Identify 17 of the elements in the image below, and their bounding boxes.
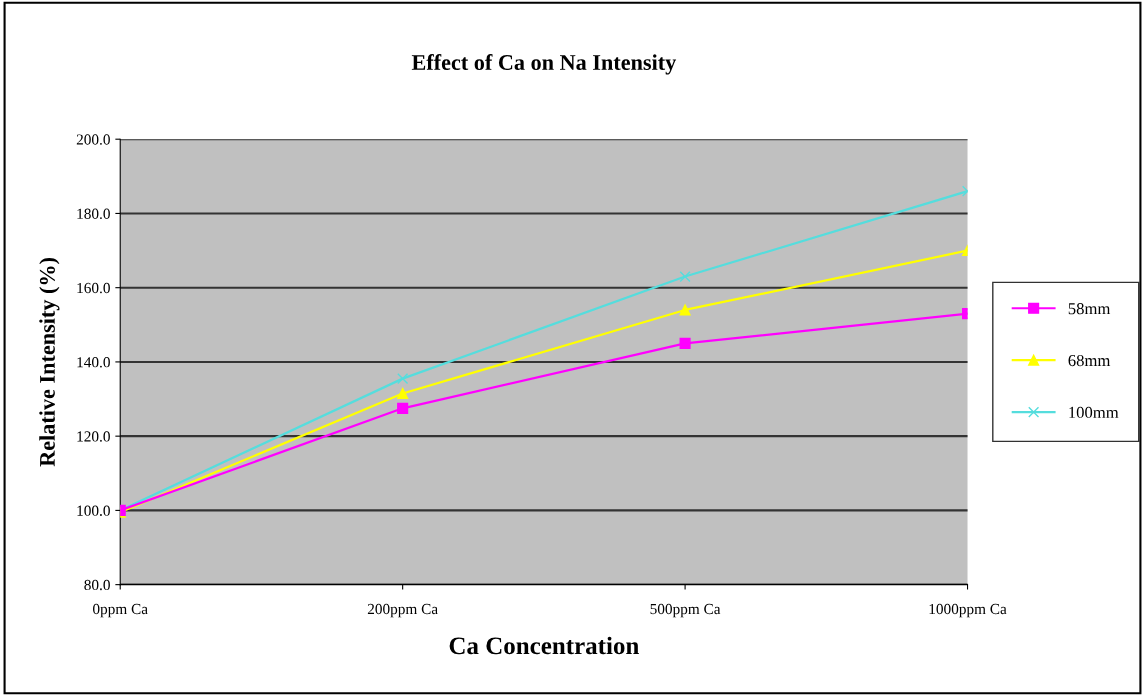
x-tick-label: 1000ppm Ca: [929, 603, 1007, 618]
legend-label: 100mm: [1069, 406, 1119, 419]
y-tick-label: 80.0: [84, 579, 110, 591]
x-tick-label: 500ppm Ca: [650, 603, 721, 618]
legend-label: 68mm: [1068, 354, 1111, 367]
y-tick-label: 180.0: [77, 208, 110, 219]
x-tick-label: 0ppm Ca: [93, 603, 148, 618]
chart-title: Effect of Ca on Na Intensity: [411, 54, 677, 75]
y-tick-label: 140.0: [77, 357, 110, 368]
y-tick-label: 200.0: [76, 134, 110, 145]
x-tick-label: 200ppm Ca: [367, 603, 438, 618]
y-axis-title: Relative Intensity (%): [39, 257, 60, 467]
y-tick-label: 100.0: [77, 505, 110, 516]
y-tick-label: 120.0: [77, 431, 110, 442]
legend-label: 58mm: [1068, 303, 1111, 315]
y-tick-label: 160.0: [77, 282, 110, 294]
x-axis-title: Ca Concentration: [449, 636, 639, 655]
